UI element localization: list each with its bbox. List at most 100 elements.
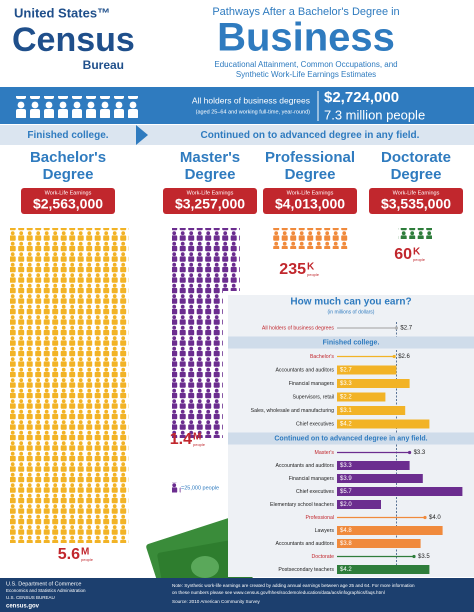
footer-agency: Economics and Statistics Administration — [6, 588, 86, 593]
chart-title: How much can you earn? — [290, 297, 411, 308]
earnings-label: Work-Life Earnings — [287, 190, 334, 196]
value-label: $3.9 — [340, 476, 352, 482]
bar — [337, 500, 381, 509]
row-label: Elementary school teachers — [270, 502, 334, 508]
banner-earnings: $2,724,000 — [324, 89, 399, 106]
earnings-label: Work-Life Earnings — [187, 190, 234, 196]
row-label: Financial managers — [289, 476, 335, 482]
subtitle: Educational Attainment, Common Occupatio… — [214, 60, 397, 69]
logo-line: United States™ — [14, 5, 110, 20]
bar — [337, 379, 410, 388]
degree-name: Master's — [180, 149, 240, 166]
people-note: people — [413, 257, 426, 262]
footer — [0, 578, 474, 612]
value-label: $3.5 — [418, 554, 430, 560]
bar — [337, 406, 406, 415]
bar — [337, 474, 423, 483]
bar-end — [423, 515, 427, 520]
degree-name: Degree — [285, 166, 336, 183]
section-band — [228, 336, 474, 349]
logo-word: Census — [12, 21, 135, 59]
value-label: $2.6 — [398, 354, 410, 360]
banner-label: All holders of business degrees — [192, 95, 310, 105]
degree-name: Bachelor's — [30, 149, 106, 166]
footer-site: census.gov — [6, 604, 40, 610]
people-unit: M — [81, 547, 89, 558]
row-label: Doctorate — [312, 554, 335, 560]
people-note: people — [193, 442, 206, 447]
footer-note: on these numbers please see www.census.g… — [172, 590, 385, 595]
row-label: Chief executives — [296, 421, 334, 427]
value-label: $2.7 — [400, 326, 412, 332]
row-label: Sales, wholesale and manufacturing — [251, 408, 334, 414]
earnings: $2,563,000 — [33, 196, 103, 212]
earnings-box — [163, 188, 257, 214]
people-unit: K — [307, 262, 315, 273]
bar-end — [412, 554, 416, 559]
row-label: Accountants and auditors — [275, 463, 334, 469]
value-label: $4.2 — [340, 422, 352, 428]
footer-source: Source: 2010 American Community Survey — [172, 599, 261, 604]
row-label: Supervisors, retail — [292, 394, 334, 400]
row-label: Chief executives — [296, 489, 334, 495]
value-label: $3.8 — [340, 541, 352, 547]
value-label: $4.2 — [340, 567, 352, 573]
pathway-bar — [0, 125, 474, 145]
value-label: $4.0 — [429, 515, 441, 521]
people-count: 5.6 — [58, 546, 80, 563]
value-label: $3.1 — [340, 408, 352, 414]
value-label: $3.3 — [340, 463, 352, 469]
bar-end — [394, 326, 398, 330]
bar — [337, 487, 463, 496]
value-label: $3.3 — [340, 381, 352, 387]
people-note: people — [81, 557, 94, 562]
footer-note: Note: Synthetic work-life earnings are c… — [172, 583, 415, 588]
earnings: $4,013,000 — [275, 196, 345, 212]
degree-name: Doctorate — [381, 149, 451, 166]
logo-line: Bureau — [83, 58, 124, 72]
degree-name: Professional — [265, 149, 355, 166]
logo: United States™ Census Bureau — [12, 5, 135, 72]
people-count: 60 — [394, 246, 412, 263]
people-icons — [172, 291, 223, 438]
people-unit: K — [413, 247, 421, 258]
legend: =25,000 people — [181, 485, 219, 491]
bar-end — [392, 354, 396, 359]
bar — [337, 365, 397, 375]
bar-end — [408, 450, 412, 455]
pathway-left: Finished college. — [27, 130, 108, 141]
degree-name: Degree — [185, 166, 236, 183]
people-icons — [172, 228, 240, 291]
bar — [337, 392, 386, 402]
section-heading: Finished college. — [323, 339, 380, 346]
degree-name: Degree — [391, 166, 442, 183]
bar — [337, 419, 430, 429]
row-label: Accountants and auditors — [275, 541, 334, 547]
row-label: Master's — [315, 450, 335, 456]
row-label: Professional — [305, 515, 334, 521]
earnings-label: Work-Life Earnings — [393, 190, 440, 196]
row-label: Bachelor's — [310, 354, 334, 360]
kicker: Pathways After a Bachelor's Degree in — [212, 6, 399, 18]
bar — [337, 539, 421, 548]
pathway-right: Continued on to advanced degree in any f… — [201, 130, 420, 141]
footer-agency: U.S. Department of Commerce — [6, 581, 82, 587]
earnings-box — [21, 188, 115, 214]
pathway-arrow — [136, 125, 148, 145]
people-note: people — [307, 272, 320, 277]
row-label: Accountants and auditors — [275, 367, 334, 373]
bar — [337, 526, 443, 535]
banner-note: (aged 25–64 and working full-time, year-… — [196, 109, 311, 115]
earnings-box — [369, 188, 463, 214]
row-label: Postsecondary teachers — [278, 567, 334, 573]
earnings: $3,535,000 — [381, 196, 451, 212]
people-unit: M — [193, 432, 201, 443]
value-label: $3.3 — [414, 450, 426, 456]
footer-agency: U.S. CENSUS BUREAU — [6, 595, 55, 600]
earnings-box — [263, 188, 357, 214]
value-label: $5.7 — [340, 489, 352, 495]
banner-people — [12, 96, 138, 118]
banner-people-count: 7.3 million people — [324, 107, 425, 122]
bar — [337, 565, 430, 574]
